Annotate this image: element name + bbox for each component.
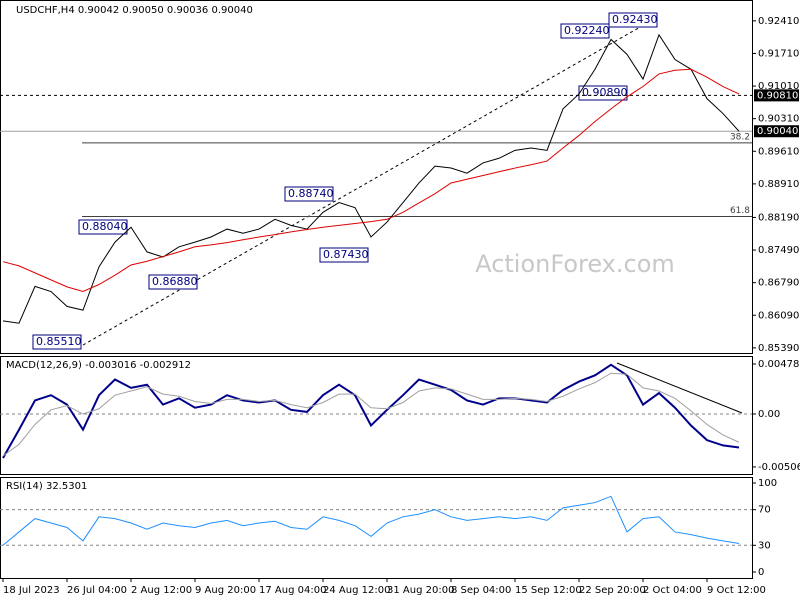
macd-panel: [0, 356, 753, 475]
series-line: [2, 495, 740, 546]
annotation-box: [319, 247, 369, 263]
trend-line: [82, 17, 657, 346]
rsi-title: RSI(14) 32.5301: [6, 481, 87, 492]
x-tick-label: 18 Jul 2023: [3, 585, 60, 596]
y-tick-label: 0.004782: [758, 359, 800, 370]
annotation-box: [560, 23, 610, 39]
price-tag-label: 0.90810: [757, 90, 798, 101]
x-tick-label: 9 Oct 12:00: [707, 585, 766, 596]
annotation: 0.92240: [564, 24, 610, 37]
y-tick-label: 70: [758, 505, 771, 516]
main-title: USDCHF,H4 0.90042 0.90050 0.90036 0.9004…: [16, 5, 253, 16]
annotation: 0.90890: [582, 86, 628, 99]
annotation-box: [578, 85, 628, 101]
y-tick-label: 0: [758, 567, 764, 578]
fib-label: 61.8: [730, 206, 750, 216]
annotation-box: [32, 334, 82, 350]
fib-label: 38.2: [730, 132, 750, 142]
x-tick-label: 24 Aug 12:00: [323, 585, 390, 596]
y-tick-label: 0.89610: [758, 146, 799, 157]
y-tick-label: 0.00: [758, 409, 780, 420]
annotations: 0.85510 0.88040 0.86880 0.88740 0.87430 …: [32, 12, 658, 350]
y-tick-label: 0.92410: [758, 16, 799, 27]
y-tick-label: 0.88910: [758, 179, 799, 190]
price-tag: [754, 89, 799, 102]
y-tick-label: 0.87490: [758, 245, 799, 256]
y-tick-label: 0.90310: [758, 114, 799, 125]
y-tick-label: 0.88190: [758, 212, 799, 223]
macd-title: MACD(12,26,9) -0.003016 -0.002912: [6, 360, 191, 371]
x-tick-label: 26 Jul 04:00: [67, 585, 127, 596]
series-line: [2, 33, 740, 324]
y-tick-label: -0.00506: [758, 462, 800, 473]
x-tick-label: 31 Aug 20:00: [387, 585, 454, 596]
main-panel: [0, 0, 753, 354]
series-line: [2, 363, 740, 459]
x-tick-label: 22 Sep 20:00: [579, 585, 646, 596]
x-tick-label: 8 Sep 04:00: [451, 585, 511, 596]
price-tag: [754, 125, 799, 138]
x-tick-label: 2 Aug 12:00: [131, 585, 192, 596]
annotation-box: [284, 186, 334, 202]
y-tick-label: 0.86790: [758, 278, 799, 289]
annotation: 0.88040: [82, 220, 128, 233]
annotation: 0.88740: [288, 187, 334, 200]
annotation-box: [608, 12, 658, 28]
annotation: 0.92430: [612, 13, 658, 26]
series-line: [2, 68, 740, 293]
annotation-box: [148, 274, 198, 290]
macd-trend-line: [616, 362, 743, 414]
y-tick-label: 0.86090: [758, 310, 799, 321]
watermark: ActionForex.com: [475, 250, 675, 278]
rsi-panel: [0, 477, 753, 579]
y-tick-label: 100: [758, 478, 777, 489]
annotation-box: [78, 219, 128, 235]
y-tick-label: 0.85390: [758, 343, 799, 354]
x-tick-label: 9 Aug 20:00: [195, 585, 256, 596]
annotation: 0.85510: [36, 335, 82, 348]
series-line: [2, 372, 740, 457]
annotation: 0.86880: [152, 275, 198, 288]
y-tick-label: 30: [758, 540, 771, 551]
x-tick-label: 15 Sep 12:00: [515, 585, 582, 596]
x-tick-label: 2 Oct 04:00: [643, 585, 702, 596]
y-tick-label: 0.91710: [758, 48, 799, 59]
y-tick-label: 0.91010: [758, 81, 799, 92]
x-tick-label: 17 Aug 04:00: [259, 585, 326, 596]
annotation: 0.87430: [323, 248, 369, 261]
price-tag-label: 0.90040: [757, 126, 798, 137]
